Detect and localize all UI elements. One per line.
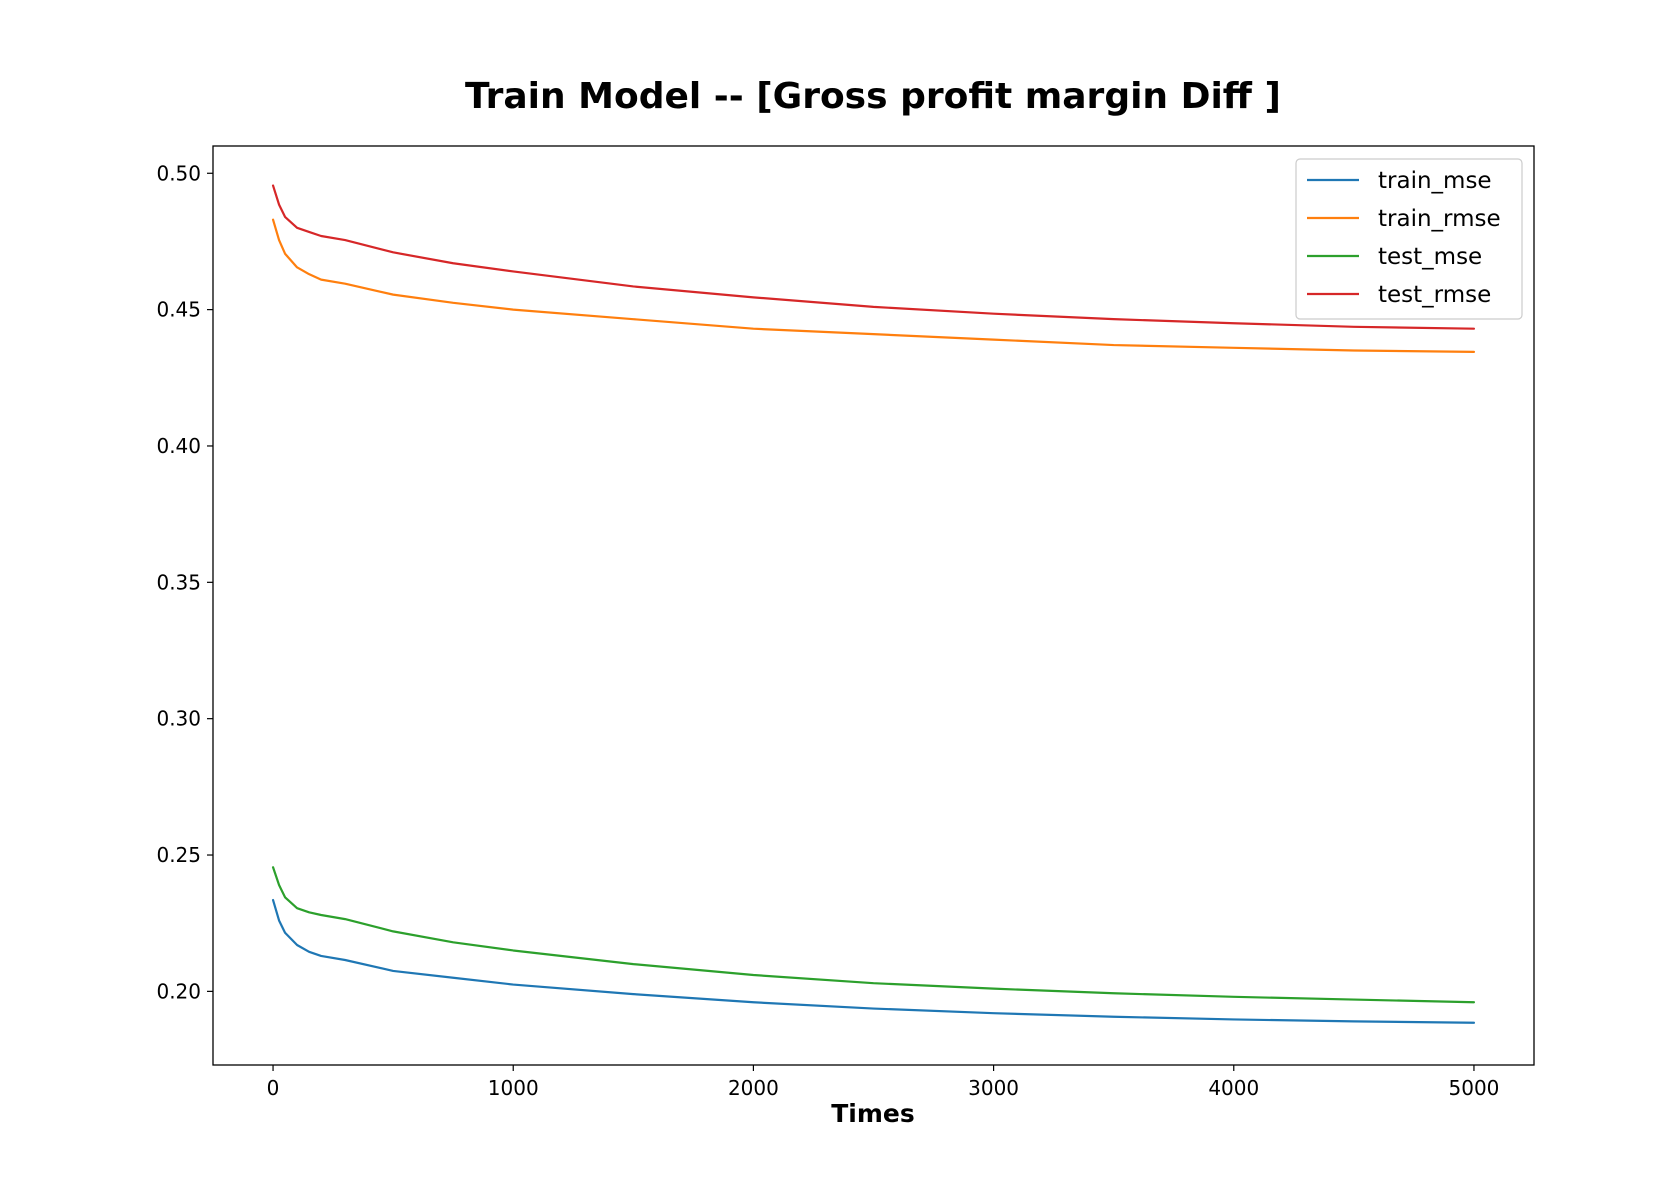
x-tick-label: 5000 bbox=[1449, 1076, 1500, 1100]
y-tick-label: 0.30 bbox=[156, 707, 201, 731]
chart-title: Train Model -- [Gross profit margin Diff… bbox=[465, 76, 1281, 117]
y-tick-label: 0.35 bbox=[156, 570, 201, 594]
y-tick-label: 0.45 bbox=[156, 298, 201, 322]
series-line-test-mse bbox=[271, 866, 1476, 1004]
x-tick-label: 1000 bbox=[488, 1076, 539, 1100]
plot-area bbox=[271, 184, 1476, 1024]
axes-frame bbox=[212, 145, 1535, 1066]
x-tick-label: 4000 bbox=[1208, 1076, 1259, 1100]
y-axis: 0.20 0.25 0.30 0.35 0.40 0.45 0.50 bbox=[156, 161, 213, 1003]
legend-label: test_mse bbox=[1378, 244, 1482, 270]
x-tick-label: 3000 bbox=[968, 1076, 1019, 1100]
legend: train_mse train_rmse test_mse test_rmse bbox=[1295, 158, 1523, 320]
series-line-test-rmse bbox=[271, 184, 1476, 330]
x-axis-label: Times bbox=[831, 1099, 915, 1128]
y-tick-label: 0.50 bbox=[156, 161, 201, 185]
y-tick-label: 0.25 bbox=[156, 843, 201, 867]
series-line-train-rmse bbox=[271, 218, 1476, 353]
legend-label: test_rmse bbox=[1378, 282, 1491, 308]
x-tick-label: 0 bbox=[267, 1076, 280, 1100]
x-axis: 0 1000 2000 3000 4000 5000 bbox=[267, 1065, 1500, 1100]
legend-label: train_mse bbox=[1378, 168, 1492, 194]
legend-label: train_rmse bbox=[1378, 206, 1501, 232]
y-tick-label: 0.40 bbox=[156, 434, 201, 458]
legend-box bbox=[1295, 158, 1523, 320]
x-tick-label: 2000 bbox=[728, 1076, 779, 1100]
series-line-train-mse bbox=[271, 898, 1476, 1024]
y-tick-label: 0.20 bbox=[156, 979, 201, 1003]
